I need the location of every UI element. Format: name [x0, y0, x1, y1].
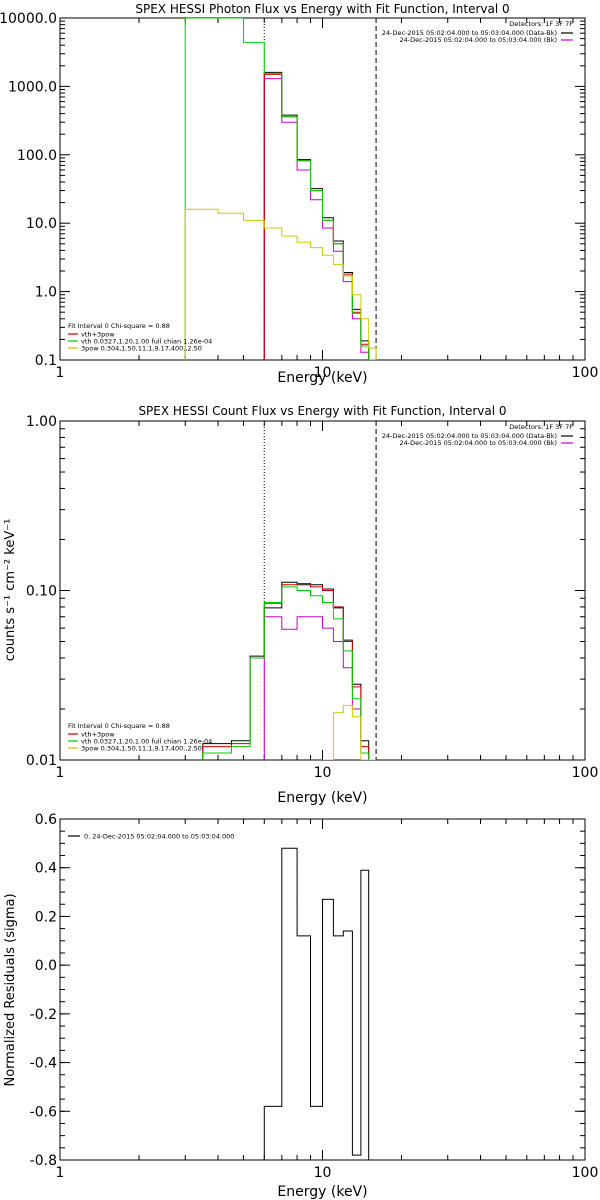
- chart-panel-2: SPEX HESSI Count Flux vs Energy with Fit…: [3, 404, 598, 806]
- series-1-step: [263, 71, 377, 360]
- series-4-step: [184, 18, 377, 360]
- x-tick-label: 100: [572, 765, 599, 781]
- series-3-step: [202, 583, 377, 760]
- legend-item-label: 3pow 0.304,1.50,11.1,9.17,400.,2.50: [81, 345, 202, 353]
- y-tick-label: 0.4: [35, 861, 57, 877]
- legend-header: Detectors: 1F 3F 7F: [509, 20, 573, 28]
- y-axis-label: counts s⁻¹ cm⁻² keV⁻¹: [3, 519, 18, 662]
- legend-item-label: vth 0.0327,1.20,1.00 full chian 1.26e-04: [81, 338, 212, 346]
- series-5-step: [184, 208, 377, 360]
- y-tick-label: -0.8: [30, 1153, 57, 1169]
- y-tick-label: 0.1: [35, 353, 57, 369]
- y-tick-label: -0.2: [30, 1007, 57, 1023]
- y-axis-label: Normalized Residuals (sigma): [3, 893, 18, 1086]
- x-tick-label: 1: [56, 765, 65, 781]
- x-tick-label: 1: [56, 365, 65, 381]
- y-tick-label: 0.01: [26, 753, 57, 769]
- legend-item-label: 24-Dec-2015 05:02:04.000 to 05:03:04.000…: [400, 439, 558, 447]
- series-2-step: [263, 616, 377, 760]
- x-tick-label: 1: [56, 1165, 65, 1181]
- x-axis-label: Energy (keV): [277, 1184, 367, 1200]
- y-tick-label: 10.0: [26, 216, 57, 232]
- chart-panel-3: 1 10 100 -0.8 -0.6 -0.4 -0.2 0.0 0.2 0.4 0.6 Energy…: [3, 812, 598, 1200]
- legend-item-label: 3pow 0.304,1.50,11.1,9.17,400.,2.50: [81, 745, 202, 753]
- y-tick-label: -0.4: [30, 1056, 57, 1072]
- y-tick-label: 1.0: [35, 285, 57, 301]
- legend-header: Detectors: 1F 3F 7F: [509, 423, 573, 431]
- x-axis-label: Energy (keV): [277, 370, 367, 386]
- x-tick-label: 100: [572, 1165, 599, 1181]
- fit-legend-header: Fit Interval 0 Chi-square = 0.88: [68, 722, 170, 730]
- legend-item-label: 24-Dec-2015 05:02:04.000 to 05:03:04.000…: [400, 36, 558, 44]
- x-tick-label: 100: [572, 365, 599, 381]
- legend-item-label: 0. 24-Dec-2015 05:02:04.000 to 05:03:04.…: [84, 833, 234, 841]
- legend-item-label: 24-Dec-2015 05:02:04.000 to 05:03:04.000…: [382, 432, 557, 440]
- y-tick-label: 0.0: [35, 958, 57, 974]
- y-tick-label: 0.2: [35, 909, 57, 925]
- y-tick-label: 0.6: [35, 812, 57, 828]
- chart-panel-1: SPEX HESSI Photon Flux vs Energy with Fi…: [0, 2, 598, 386]
- fit-legend-header: Fit Interval 0 Chi-square = 0.88: [68, 322, 170, 330]
- y-tick-label: 1.00: [26, 414, 57, 430]
- chart-title: SPEX HESSI Count Flux vs Energy with Fit…: [138, 404, 506, 418]
- x-tick-label: 10: [314, 365, 332, 381]
- series-2-step: [263, 78, 377, 360]
- chart-title: SPEX HESSI Photon Flux vs Energy with Fi…: [135, 2, 509, 16]
- y-tick-label: -0.6: [30, 1104, 57, 1120]
- series-5-step: [322, 704, 377, 760]
- series-1-step: [263, 847, 377, 1160]
- series-3-step: [263, 73, 377, 360]
- legend-item-label: vth+3pow: [81, 331, 115, 339]
- legend-item-label: vth+3pow: [81, 731, 115, 739]
- y-tick-label: 1000.0: [8, 79, 57, 95]
- y-tick-label: 0.10: [26, 584, 57, 600]
- x-axis-label: Energy (keV): [277, 790, 367, 806]
- series-4-step: [202, 586, 377, 760]
- legend-item-label: vth 0.0327,1.20,1.00 full chian 1.26e-04: [81, 738, 212, 746]
- y-tick-label: 10000.0: [0, 11, 57, 27]
- x-tick-label: 10: [314, 765, 332, 781]
- y-tick-label: 100.0: [17, 148, 57, 164]
- x-tick-label: 10: [314, 1165, 332, 1181]
- legend-item-label: 24-Dec-2015 05:02:04.000 to 05:03:04.000…: [382, 29, 557, 37]
- series-1-step: [202, 581, 377, 760]
